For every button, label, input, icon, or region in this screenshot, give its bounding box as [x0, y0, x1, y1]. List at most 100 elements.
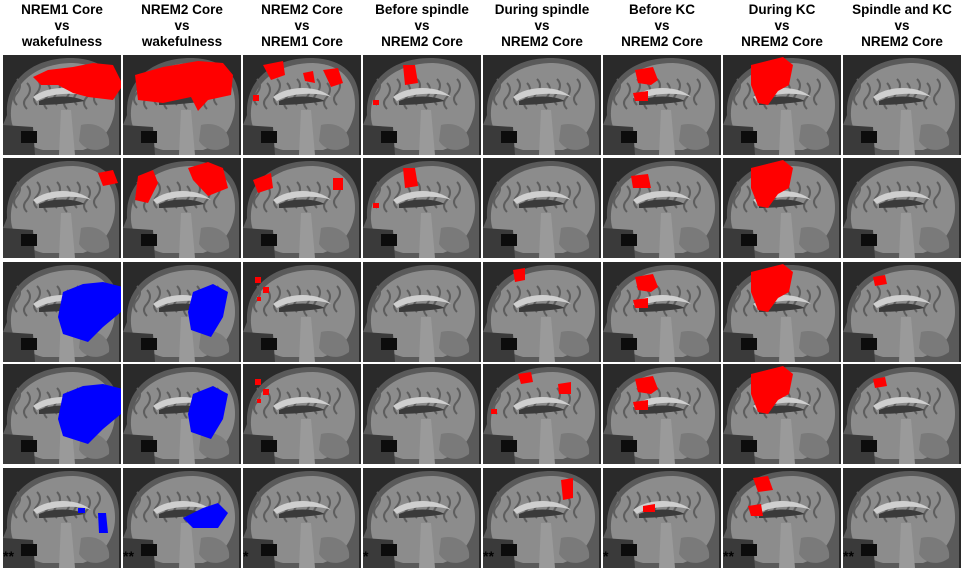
column-header-line3: NREM2 Core [621, 34, 703, 49]
mri-panel-delta-col3 [243, 55, 361, 155]
increase-activation-region [263, 61, 285, 80]
mri-panel-theta-col7 [723, 158, 841, 258]
mri-panel-low-sigma-col8 [843, 364, 961, 464]
mri-panel-low-sigma-col6 [603, 364, 721, 464]
decrease-activation-region [188, 284, 228, 337]
mri-sagittal-image [723, 468, 841, 568]
increase-activation-region [753, 476, 773, 492]
mri-sagittal-image [483, 468, 601, 568]
mri-panel-delta-col8 [843, 55, 961, 155]
increase-activation-region [635, 67, 658, 85]
increase-activation-region [135, 170, 158, 203]
mri-sagittal-image [603, 468, 721, 568]
mri-sagittal-image [603, 158, 721, 258]
significance-stars-col4: * [363, 548, 369, 564]
mri-panel-high-sigma-col4 [363, 468, 481, 568]
mri-panel-high-sigma-col1 [3, 468, 121, 568]
mri-panel-alpha-col8 [843, 262, 961, 362]
mri-sagittal-image [843, 158, 961, 258]
increase-activation-region [518, 372, 533, 384]
mri-sagittal-image [723, 158, 841, 258]
column-header-4: Before spindle vs NREM2 Core [363, 2, 481, 50]
column-header-6: Before KC vs NREM2 Core [603, 2, 721, 50]
mri-sagittal-image [3, 262, 121, 362]
increase-activation-region [635, 274, 658, 292]
mri-sagittal-image [3, 364, 121, 464]
increase-activation-region [643, 504, 655, 512]
increase-activation-region [751, 160, 793, 208]
mri-sagittal-image [243, 158, 361, 258]
mri-sagittal-image [723, 262, 841, 362]
increase-activation-region [263, 389, 269, 395]
column-header-5: During spindle vs NREM2 Core [483, 2, 601, 50]
mri-panel-alpha-col5 [483, 262, 601, 362]
increase-activation-region [188, 162, 228, 196]
column-header-line1: During KC [748, 2, 816, 17]
increase-activation-region [403, 168, 418, 188]
decrease-activation-region [188, 386, 228, 439]
increase-activation-region [253, 173, 273, 193]
mri-sagittal-image [363, 468, 481, 568]
increase-activation-region [633, 298, 648, 308]
increase-activation-region [253, 95, 259, 101]
significance-stars-col2: ** [123, 548, 134, 564]
increase-activation-region [403, 65, 418, 85]
mri-panel-delta-col6 [603, 55, 721, 155]
significance-stars-col7: ** [723, 548, 734, 564]
increase-activation-region [323, 68, 343, 87]
mri-sagittal-image [3, 55, 121, 155]
increase-activation-region [257, 297, 261, 301]
mri-panel-low-sigma-col4 [363, 364, 481, 464]
mri-sagittal-image [123, 55, 241, 155]
mri-panel-delta-col5 [483, 55, 601, 155]
increase-activation-region [751, 366, 793, 414]
increase-activation-region [303, 71, 315, 83]
mri-sagittal-image [243, 55, 361, 155]
mri-panel-delta-col1 [3, 55, 121, 155]
column-header-line3: NREM2 Core [381, 34, 463, 49]
increase-activation-region [561, 478, 573, 500]
mri-sagittal-image [843, 262, 961, 362]
mri-sagittal-image [3, 158, 121, 258]
mri-panel-delta-col4 [363, 55, 481, 155]
mri-panel-low-sigma-col5 [483, 364, 601, 464]
mri-panel-alpha-col2 [123, 262, 241, 362]
mri-sagittal-image [243, 262, 361, 362]
mri-panel-high-sigma-col3 [243, 468, 361, 568]
mri-panel-high-sigma-col8 [843, 468, 961, 568]
mri-panel-theta-col2 [123, 158, 241, 258]
column-header-line1: NREM2 Core [141, 2, 223, 17]
column-header-line2: vs [174, 18, 190, 33]
increase-activation-region [255, 277, 261, 283]
increase-activation-region [873, 377, 887, 388]
mri-panel-delta-col2 [123, 55, 241, 155]
increase-activation-region [633, 400, 648, 410]
column-header-line1: Before spindle [375, 2, 469, 17]
column-header-line1: Before KC [628, 2, 695, 17]
increase-activation-region [873, 275, 887, 286]
mri-panel-low-sigma-col7 [723, 364, 841, 464]
mri-sagittal-image [483, 158, 601, 258]
mri-sagittal-image [603, 262, 721, 362]
significance-stars-col8: ** [843, 548, 854, 564]
column-header-line1: During spindle [494, 2, 590, 17]
mri-sagittal-image [483, 262, 601, 362]
increase-activation-region [558, 382, 571, 394]
mri-sagittal-image [363, 55, 481, 155]
mri-sagittal-image [843, 364, 961, 464]
mri-sagittal-image [243, 364, 361, 464]
mri-sagittal-image [723, 364, 841, 464]
mri-sagittal-image [843, 468, 961, 568]
increase-activation-region [635, 376, 658, 394]
increase-activation-region [373, 203, 379, 208]
mri-sagittal-image [363, 158, 481, 258]
column-header-line2: vs [54, 18, 70, 33]
increase-activation-region [633, 91, 648, 101]
column-header-1: NREM1 Core vs wakefulness [3, 2, 121, 50]
mri-panel-high-sigma-col6 [603, 468, 721, 568]
column-header-line2: vs [294, 18, 310, 33]
column-header-8: Spindle and KC vs NREM2 Core [843, 2, 961, 50]
mri-panel-high-sigma-col7 [723, 468, 841, 568]
mri-sagittal-image [243, 468, 361, 568]
increase-activation-region [333, 178, 343, 190]
